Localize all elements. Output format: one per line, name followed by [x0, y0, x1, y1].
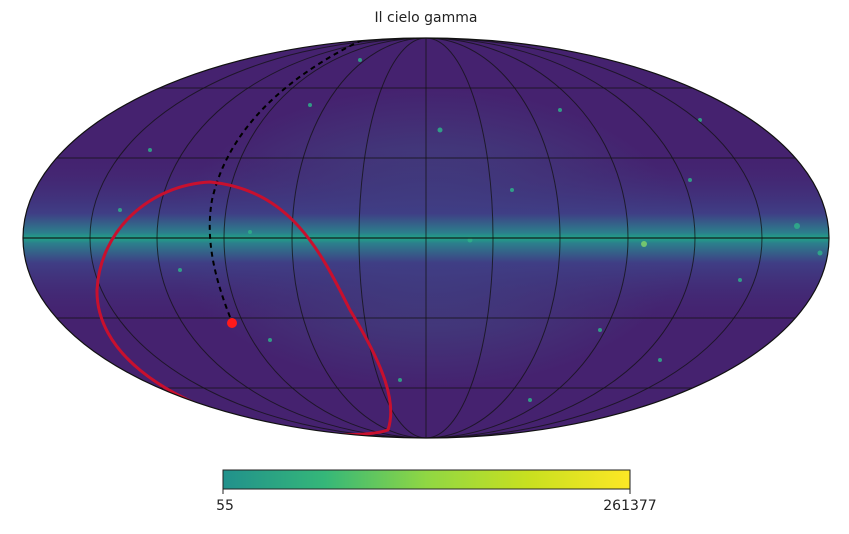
colorbar-max-label: 261377: [603, 498, 656, 514]
map-title: Il cielo gamma: [375, 10, 478, 26]
colorbar-min-label: 55: [216, 498, 234, 514]
sky-map: [20, 36, 832, 442]
sky-map-figure: Il cielo gamma: [0, 0, 849, 534]
colorbar-gradient: [223, 470, 630, 489]
source-marker: [227, 318, 237, 328]
colorbar: 55 261377: [216, 470, 657, 514]
